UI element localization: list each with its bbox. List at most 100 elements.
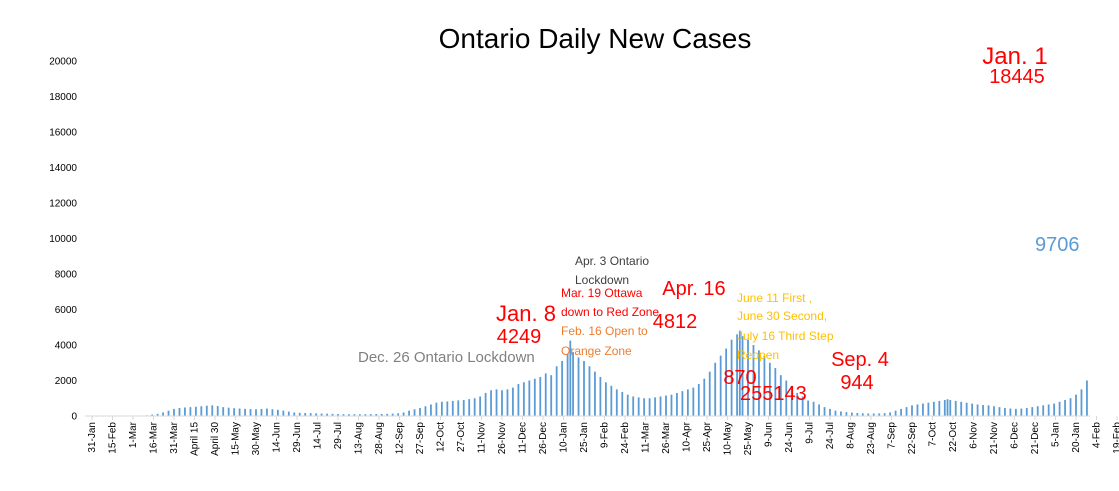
- bar: [850, 412, 853, 416]
- y-tick-label: 18000: [49, 92, 77, 103]
- bar: [738, 330, 741, 416]
- bar: [244, 408, 246, 416]
- bar: [1031, 407, 1034, 417]
- bar: [971, 403, 974, 416]
- x-tick-label: 6-Dec: [1010, 422, 1021, 449]
- bar: [812, 401, 815, 416]
- bar: [741, 336, 744, 417]
- bar: [583, 360, 585, 416]
- annotation-apr16-value: 4812: [653, 311, 698, 333]
- bar: [1009, 408, 1012, 416]
- bar: [544, 373, 547, 416]
- x-tick-label: 31-Jan: [87, 422, 98, 453]
- bar: [927, 402, 930, 416]
- bar: [315, 413, 318, 416]
- bar: [287, 411, 290, 416]
- annotation-dec26: Dec. 26 Ontario Lockdown: [358, 349, 535, 366]
- x-tick-label: 7-Oct: [928, 422, 939, 447]
- annotation-reopen-line3: July 16 Third Step: [737, 329, 834, 343]
- bar: [993, 406, 995, 416]
- bar: [162, 412, 164, 416]
- bar: [331, 413, 334, 416]
- bar: [779, 375, 782, 416]
- bar: [725, 348, 728, 416]
- bar: [424, 406, 427, 416]
- annotation-sep4-value: 944: [840, 372, 873, 394]
- x-tick-label: 14-Jul: [313, 422, 324, 449]
- y-tick-label: 2000: [55, 376, 78, 387]
- bars: [91, 330, 1088, 417]
- bar: [692, 387, 695, 416]
- annotation-reopen-line1: June 11 First ,: [737, 291, 812, 305]
- bar: [818, 404, 820, 416]
- x-tick-label: 31-Mar: [169, 421, 180, 453]
- bar: [419, 408, 421, 416]
- x-tick-label: 24-Jul: [825, 422, 836, 449]
- bar: [1064, 400, 1066, 416]
- bar: [255, 409, 257, 416]
- annotation-feb16-line1: Feb. 16 Open to: [561, 324, 648, 338]
- x-tick-label: 19-Feb: [1112, 422, 1119, 454]
- bar: [938, 400, 941, 416]
- bar: [533, 378, 536, 416]
- bar: [697, 384, 700, 416]
- bar: [932, 401, 935, 416]
- bar: [626, 394, 629, 416]
- bar: [1058, 401, 1061, 416]
- bar: [1086, 380, 1088, 416]
- annotation-jan1-label: Jan. 1: [982, 43, 1047, 70]
- bar: [1069, 398, 1072, 416]
- bar: [659, 396, 662, 416]
- bar: [943, 400, 946, 416]
- bar: [326, 413, 328, 416]
- bar: [577, 357, 580, 416]
- bar: [517, 384, 520, 416]
- bar: [282, 410, 285, 416]
- bar: [965, 402, 968, 416]
- x-tick-label: 24-Feb: [620, 422, 631, 454]
- bar: [703, 378, 706, 416]
- bar: [484, 392, 487, 416]
- bar: [561, 360, 564, 416]
- bar: [867, 413, 870, 416]
- x-tick-label: 25-May: [743, 422, 754, 455]
- annotation-latest-value: 9706: [1035, 234, 1080, 256]
- bar: [922, 403, 924, 416]
- bar: [615, 389, 618, 417]
- annotation-jun-jul-values: 255143: [740, 383, 807, 405]
- chart-title: Ontario Daily New Cases: [439, 23, 752, 54]
- bar: [845, 412, 848, 416]
- bar: [752, 345, 755, 416]
- bar: [1014, 408, 1017, 416]
- x-tick-label: April 30: [210, 422, 221, 456]
- bar: [528, 380, 531, 416]
- bar: [632, 396, 635, 416]
- bar: [1042, 405, 1045, 416]
- bar: [976, 404, 979, 416]
- x-tick-label: 16-Mar: [149, 421, 160, 453]
- bar: [348, 414, 350, 416]
- x-tick-label: 26-Mar: [661, 421, 672, 453]
- y-tick-label: 8000: [55, 270, 78, 281]
- bar: [681, 391, 684, 416]
- bar: [894, 410, 897, 416]
- x-tick-label: 14-Jun: [272, 422, 283, 453]
- bar: [768, 362, 771, 416]
- bar: [708, 371, 711, 417]
- bar: [1075, 394, 1077, 416]
- bar: [501, 390, 503, 416]
- bar: [216, 406, 219, 416]
- y-axis: 0 2000 4000 6000 8000 10000 12000 14000 16000 180…: [49, 57, 77, 423]
- bar: [610, 385, 613, 416]
- x-tick-label: 10-Jan: [559, 422, 570, 453]
- annotation-reopen-line2: June 30 Second,: [737, 309, 827, 323]
- bar: [758, 350, 760, 416]
- bar: [539, 376, 542, 416]
- x-tick-label: 15-May: [231, 422, 242, 455]
- bar: [495, 389, 498, 417]
- bar: [790, 385, 793, 416]
- bar: [823, 407, 826, 417]
- x-tick-label: 28-Aug: [374, 422, 385, 454]
- annotation-apr3-line2: Lockdown: [575, 273, 629, 287]
- bar: [916, 404, 919, 416]
